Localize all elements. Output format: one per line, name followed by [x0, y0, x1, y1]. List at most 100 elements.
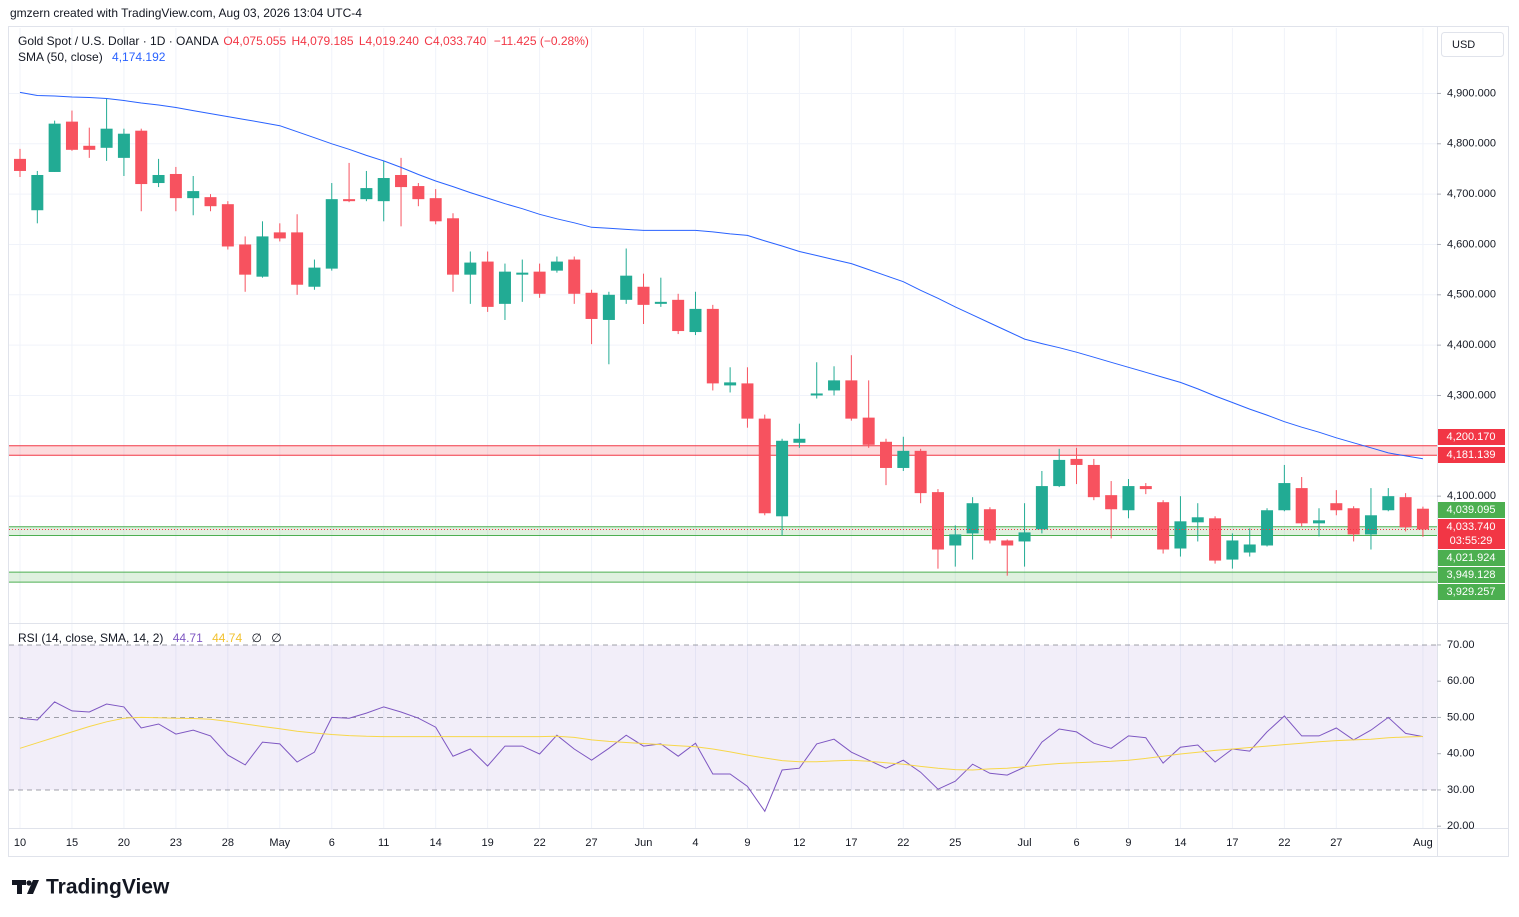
x-tick-label: 6: [329, 837, 335, 849]
x-tick-label: 10: [14, 837, 26, 849]
candle-body: [377, 178, 390, 202]
candle-body: [1278, 483, 1291, 511]
x-tick-label: 23: [170, 837, 182, 849]
rsi-value: 44.71: [173, 631, 203, 645]
price-label: 4,033.740: [1447, 521, 1496, 533]
x-tick-label: 17: [1226, 837, 1238, 849]
x-tick-label: 22: [1278, 837, 1290, 849]
candle-body: [1070, 458, 1083, 465]
rsi-title: RSI (14, close, SMA, 14, 2): [18, 631, 163, 645]
candle-body: [204, 197, 217, 207]
candle-body: [949, 534, 962, 546]
countdown: 03:55:29: [1450, 535, 1493, 547]
candle-body: [568, 259, 581, 294]
rsi-extra: ∅: [251, 631, 261, 645]
candle-body: [983, 509, 996, 541]
candle-body: [325, 199, 338, 269]
plot: [9, 91, 1437, 813]
candle-body: [429, 198, 442, 222]
candle-body: [1105, 495, 1118, 510]
x-tick-label: 9: [744, 837, 750, 849]
candle-body: [1139, 486, 1152, 490]
logo-part: [26, 880, 32, 886]
rsi-line: [19, 716, 1423, 771]
x-tick-label: 25: [949, 837, 961, 849]
price-label-box: [1438, 429, 1505, 445]
candle-body: [914, 450, 927, 494]
candle-body: [1174, 521, 1187, 549]
price-label: 3,929.257: [1447, 586, 1496, 598]
candle-body: [360, 188, 373, 200]
candle-body: [83, 145, 96, 150]
price-label: 4,021.924: [1447, 552, 1496, 564]
change-label: −11.425 (−0.28%): [494, 34, 589, 48]
x-tick-label: Jul: [1018, 837, 1032, 849]
price-label-box: [1438, 567, 1505, 583]
candle-body: [741, 383, 754, 419]
y-tick-label: 4,800.000: [1447, 138, 1496, 150]
y-tick-label: 30.00: [1447, 784, 1475, 796]
y-tick-label: 4,600.000: [1447, 238, 1496, 250]
candle-body: [845, 380, 858, 419]
x-tick-label: 9: [1125, 837, 1131, 849]
x-tick-label: 22: [897, 837, 909, 849]
zone: [9, 445, 1437, 456]
x-tick-label: 28: [222, 837, 234, 849]
x-tick-label: 4: [692, 837, 698, 849]
candle-body: [862, 417, 875, 445]
logo-part: [17, 880, 22, 894]
x-tick-label: 11: [378, 837, 389, 849]
x-tick-label: 14: [1174, 837, 1186, 849]
legend-main: Gold Spot / U.S. Dollar · 1D · OANDA O4,…: [18, 34, 589, 48]
symbol-title: Gold Spot / U.S. Dollar · 1D · OANDA: [18, 34, 219, 48]
y-tick-label: 4,400.000: [1447, 339, 1496, 351]
price-label-box: [1438, 519, 1505, 549]
y-tick-label: 40.00: [1447, 748, 1475, 760]
candle-body: [498, 271, 511, 304]
candle-body: [100, 128, 113, 148]
price-label: 4,181.139: [1447, 449, 1496, 461]
rsi-line: [19, 701, 1423, 813]
candle-body: [880, 441, 892, 468]
x-tick-label: 17: [845, 837, 857, 849]
x-tick-label: 20: [118, 837, 130, 849]
y-tick-label: 20.00: [1447, 820, 1475, 832]
candle-body: [793, 438, 806, 443]
price-label-box: [1438, 550, 1505, 566]
candle-body: [706, 308, 719, 384]
currency[interactable]: USD: [1452, 39, 1475, 51]
candle-body: [1330, 503, 1343, 511]
candle-body: [776, 440, 789, 517]
candle-body: [1261, 510, 1274, 546]
y-tick-label: 70.00: [1447, 639, 1475, 651]
low-label: L4,019.240: [359, 34, 419, 48]
y-tick-label: 50.00: [1447, 711, 1475, 723]
sma-title: SMA (50, close): [18, 50, 103, 64]
candle-body: [1018, 532, 1031, 542]
currency-box[interactable]: [1441, 32, 1504, 57]
candle-body: [187, 191, 200, 199]
candle-body: [1364, 515, 1377, 535]
sma-value: 4,174.192: [112, 50, 166, 64]
candle-body: [1035, 486, 1048, 530]
candle-body: [1087, 464, 1100, 498]
candle-body: [828, 380, 841, 391]
candle-body: [1347, 508, 1360, 535]
candle-body: [620, 275, 633, 300]
price-label: 4,200.170: [1447, 431, 1496, 443]
candle-body: [931, 492, 944, 550]
candle-body: [273, 232, 286, 239]
brand-name: TradingView: [46, 876, 170, 899]
x-tick-label: Jun: [635, 837, 653, 849]
x-tick-label: 15: [66, 837, 78, 849]
candle-body: [135, 130, 148, 185]
rsi-extra: ∅: [271, 631, 281, 645]
legend-sma: SMA (50, close) 4,174.192: [18, 50, 166, 64]
price-label: 4,039.095: [1447, 504, 1496, 516]
candle-body: [550, 261, 563, 271]
candle-body: [533, 271, 546, 294]
x-tick-label: 27: [1330, 837, 1342, 849]
x-tick-label: 19: [482, 837, 494, 849]
candle-body: [31, 174, 44, 211]
y-tick-label: 4,900.000: [1447, 87, 1496, 99]
